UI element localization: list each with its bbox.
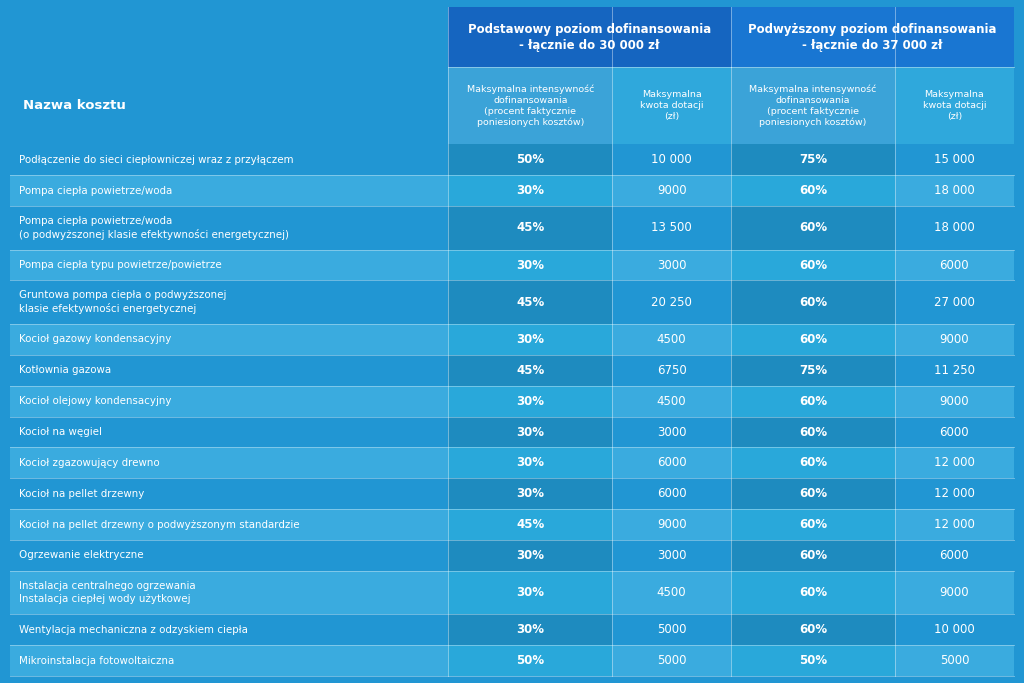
- Text: 75%: 75%: [799, 153, 827, 166]
- Text: 9000: 9000: [656, 518, 686, 531]
- Text: 45%: 45%: [516, 518, 545, 531]
- Text: 60%: 60%: [799, 426, 827, 438]
- Text: 13 500: 13 500: [651, 221, 692, 234]
- Text: 6000: 6000: [940, 426, 970, 438]
- Text: 10 000: 10 000: [934, 624, 975, 637]
- Text: 30%: 30%: [516, 549, 545, 562]
- Text: 10 000: 10 000: [651, 153, 692, 166]
- Text: 45%: 45%: [516, 364, 545, 377]
- Text: Wentylacja mechaniczna z odzyskiem ciepła: Wentylacja mechaniczna z odzyskiem ciepł…: [19, 625, 249, 635]
- Text: 30%: 30%: [516, 259, 545, 272]
- Text: 45%: 45%: [516, 221, 545, 234]
- Text: 12 000: 12 000: [934, 456, 975, 469]
- Text: Kocioł na pellet drzewny o podwyższonym standardzie: Kocioł na pellet drzewny o podwyższonym …: [19, 520, 300, 529]
- Text: 15 000: 15 000: [934, 153, 975, 166]
- Text: 30%: 30%: [516, 456, 545, 469]
- Text: 4500: 4500: [656, 586, 686, 599]
- Text: Instalacja centralnego ogrzewania
Instalacja ciepłej wody użytkowej: Instalacja centralnego ogrzewania Instal…: [19, 581, 196, 604]
- Text: 5000: 5000: [657, 654, 686, 667]
- Text: 60%: 60%: [799, 586, 827, 599]
- Text: 9000: 9000: [656, 184, 686, 197]
- Text: 12 000: 12 000: [934, 487, 975, 500]
- Text: Pompa ciepła typu powietrze/powietrze: Pompa ciepła typu powietrze/powietrze: [19, 260, 222, 270]
- Text: 60%: 60%: [799, 549, 827, 562]
- Text: Nazwa kosztu: Nazwa kosztu: [23, 99, 125, 112]
- Text: 30%: 30%: [516, 395, 545, 408]
- Text: Kotłownia gazowa: Kotłownia gazowa: [19, 365, 112, 376]
- Text: Pompa ciepła powietrze/woda: Pompa ciepła powietrze/woda: [19, 186, 173, 195]
- Text: 45%: 45%: [516, 296, 545, 309]
- Text: Kocioł olejowy kondensacyjny: Kocioł olejowy kondensacyjny: [19, 396, 172, 406]
- Text: 3000: 3000: [657, 426, 686, 438]
- Text: Kocioł zgazowujący drewno: Kocioł zgazowujący drewno: [19, 458, 160, 468]
- Text: Kocioł na węgiel: Kocioł na węgiel: [19, 427, 102, 437]
- Text: 4500: 4500: [656, 395, 686, 408]
- Text: 6750: 6750: [656, 364, 686, 377]
- Text: 60%: 60%: [799, 395, 827, 408]
- Text: Maksymalna intensywność
dofinansowania
(procent faktycznie
poniesionych kosztów): Maksymalna intensywność dofinansowania (…: [467, 84, 594, 128]
- Text: Maksymalna intensywność
dofinansowania
(procent faktycznie
poniesionych kosztów): Maksymalna intensywność dofinansowania (…: [750, 84, 877, 128]
- Text: 11 250: 11 250: [934, 364, 975, 377]
- Text: 75%: 75%: [799, 364, 827, 377]
- Text: 6000: 6000: [940, 549, 970, 562]
- Text: 9000: 9000: [940, 395, 970, 408]
- Text: 30%: 30%: [516, 184, 545, 197]
- Text: 9000: 9000: [940, 586, 970, 599]
- Text: Maksymalna
kwota dotacji
(zł): Maksymalna kwota dotacji (zł): [923, 90, 986, 122]
- Text: 60%: 60%: [799, 456, 827, 469]
- Text: 30%: 30%: [516, 426, 545, 438]
- Text: Kocioł na pellet drzewny: Kocioł na pellet drzewny: [19, 489, 144, 499]
- Text: 60%: 60%: [799, 333, 827, 346]
- Text: Podwyższony poziom dofinansowania
- łącznie do 37 000 zł: Podwyższony poziom dofinansowania - łącz…: [749, 23, 996, 51]
- Text: Ogrzewanie elektryczne: Ogrzewanie elektryczne: [19, 550, 144, 561]
- Text: 60%: 60%: [799, 518, 827, 531]
- Text: Mikroinstalacja fotowoltaiczna: Mikroinstalacja fotowoltaiczna: [19, 656, 175, 666]
- Text: 27 000: 27 000: [934, 296, 975, 309]
- Text: 30%: 30%: [516, 333, 545, 346]
- Text: 18 000: 18 000: [934, 221, 975, 234]
- Text: 4500: 4500: [656, 333, 686, 346]
- Text: Maksymalna
kwota dotacji
(zł): Maksymalna kwota dotacji (zł): [640, 90, 703, 122]
- Text: 60%: 60%: [799, 624, 827, 637]
- Text: 6000: 6000: [656, 487, 686, 500]
- Text: 50%: 50%: [799, 654, 827, 667]
- Text: 3000: 3000: [657, 259, 686, 272]
- Text: 9000: 9000: [940, 333, 970, 346]
- Text: 60%: 60%: [799, 259, 827, 272]
- Text: Podłączenie do sieci ciepłowniczej wraz z przyłączem: Podłączenie do sieci ciepłowniczej wraz …: [19, 155, 294, 165]
- Text: 12 000: 12 000: [934, 518, 975, 531]
- Text: 60%: 60%: [799, 487, 827, 500]
- Text: 50%: 50%: [516, 153, 545, 166]
- Text: 6000: 6000: [940, 259, 970, 272]
- Text: 60%: 60%: [799, 184, 827, 197]
- Text: 3000: 3000: [657, 549, 686, 562]
- Text: 18 000: 18 000: [934, 184, 975, 197]
- Text: 5000: 5000: [657, 624, 686, 637]
- Text: 30%: 30%: [516, 487, 545, 500]
- Text: Pompa ciepła powietrze/woda
(o podwyższonej klasie efektywności energetycznej): Pompa ciepła powietrze/woda (o podwyższo…: [19, 216, 290, 240]
- Text: 30%: 30%: [516, 586, 545, 599]
- Text: Gruntowa pompa ciepła o podwyższonej
klasie efektywności energetycznej: Gruntowa pompa ciepła o podwyższonej kla…: [19, 290, 227, 314]
- Text: 60%: 60%: [799, 296, 827, 309]
- Text: Podstawowy poziom dofinansowania
- łącznie do 30 000 zł: Podstawowy poziom dofinansowania - łączn…: [468, 23, 712, 51]
- Text: Kocioł gazowy kondensacyjny: Kocioł gazowy kondensacyjny: [19, 335, 172, 344]
- Text: 6000: 6000: [656, 456, 686, 469]
- Text: 30%: 30%: [516, 624, 545, 637]
- Text: 50%: 50%: [516, 654, 545, 667]
- Text: 20 250: 20 250: [651, 296, 692, 309]
- Text: 5000: 5000: [940, 654, 969, 667]
- Text: 60%: 60%: [799, 221, 827, 234]
